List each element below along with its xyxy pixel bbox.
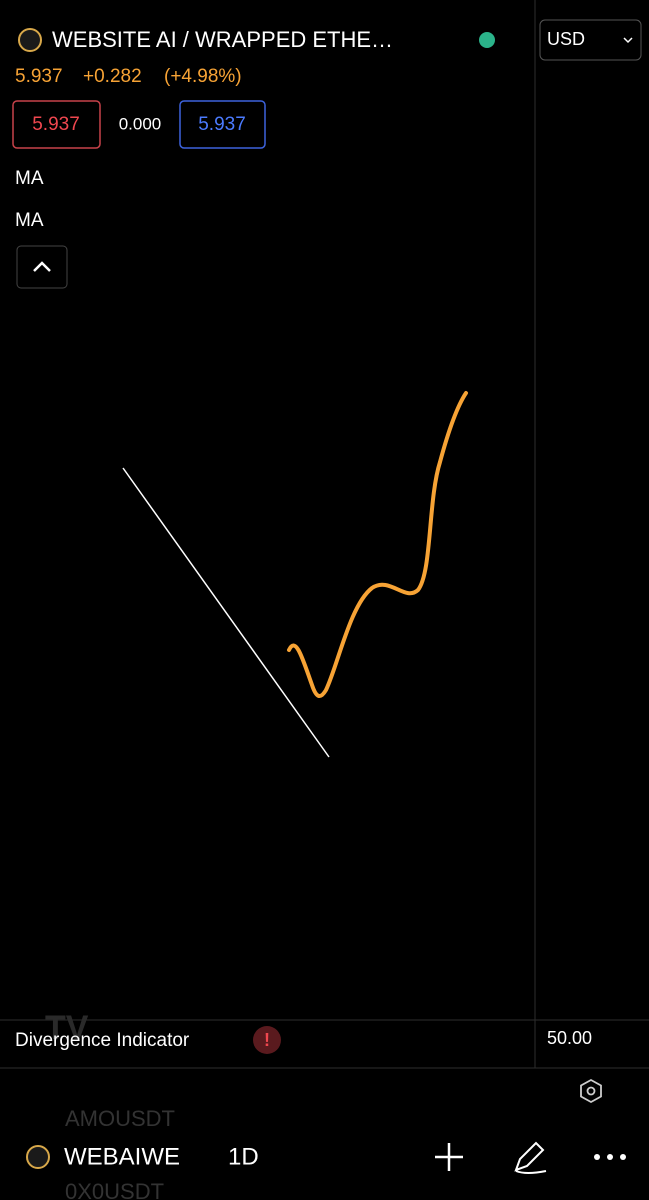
market-status[interactable] [479,32,495,48]
forecast-drawing [287,391,468,698]
collapse-button[interactable] [16,245,68,289]
indicator-axis-label: 50.00 [547,1028,592,1048]
toolbar-symbol[interactable]: WEBAIWE [64,1143,180,1170]
background-symbol: AMOUSDT [65,1106,175,1131]
ask: 5.937 [198,114,246,135]
trend-line [122,467,330,758]
chevron-up [33,261,51,272]
settings-icon-dot [586,1086,596,1096]
dropdown-arrow [623,37,633,44]
error-mark: ! [264,1030,270,1050]
indicator-ma[interactable]: MA [15,168,44,189]
settings-icon[interactable] [580,1078,602,1104]
price: 5.937 [15,66,63,87]
background-symbol: 0X0USDT [65,1179,164,1200]
symbol-title[interactable]: WEBSITE AI / WRAPPED ETHE… [52,27,393,52]
error-icon[interactable] [253,1026,281,1054]
more-button[interactable] [594,1154,626,1160]
change-percent: (+4.98%) [164,66,242,87]
indicator-ma[interactable]: MA [15,210,44,231]
indicator-name[interactable]: Divergence Indicator [15,1030,190,1051]
change: +0.282 [83,66,142,87]
add-button[interactable] [435,1143,463,1171]
currency: USD [547,29,585,49]
symbol-logo [18,28,42,52]
bid: 5.937 [32,114,80,135]
spread: 0.000 [119,114,162,133]
sell-button[interactable] [12,100,101,149]
currency-select[interactable] [539,19,642,61]
symbol-logo [26,1145,50,1169]
watermark: TV [45,1009,89,1047]
draw-button[interactable] [514,1141,547,1174]
buy-button[interactable] [179,100,266,149]
toolbar-interval[interactable]: 1D [228,1143,259,1170]
